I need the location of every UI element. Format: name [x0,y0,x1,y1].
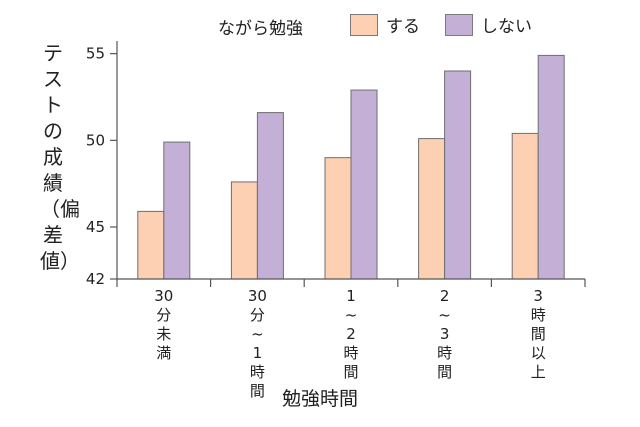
legend-label-shinai: しない [481,17,532,37]
x-tick-label: 30 分~ 1 時間 [248,287,267,400]
y-tick-label: 50 [86,131,105,149]
x-tick-label: 2 ~3 時間 [437,287,452,381]
y-tick-labels: 42 45 50 55 [86,45,105,288]
bar-suru-2 [324,157,352,280]
legend-label-suru: する [386,17,420,37]
bar-suru-4 [511,132,539,280]
x-axis-label: 勉強時間 [281,388,358,410]
x-tick-label: 30 分未満 [154,287,173,362]
x-tick-labels: 30 分未満 30 分~ 1 時間 1 ~2 時間 2 ~3 時間 3 時間以上 [154,287,545,400]
y-tick-label: 42 [86,270,105,288]
axes-group [110,41,586,287]
bars-group [137,54,565,280]
legend-item-shinai: しない [445,12,532,37]
y-axis-label: テストの成績（偏差値） [40,41,80,273]
bar-suru-0 [137,210,165,280]
bar-shinai-0 [163,141,191,280]
bar-shinai-4 [537,54,565,280]
bar-suru-1 [230,181,258,280]
legend-title: ながら勉強 [218,19,303,39]
legend-swatch-shinai [445,13,473,36]
y-tick-label: 45 [86,218,105,236]
bar-suru-3 [418,138,446,280]
bar-shinai-1 [256,112,284,280]
bar-shinai-3 [444,70,472,280]
y-tick-label: 55 [86,45,105,63]
x-tick-label: 1 ~2 時間 [343,287,358,381]
bar-shinai-2 [350,89,378,280]
x-tick-label: 3 時間以上 [531,287,546,381]
legend-item-suru: する [350,12,420,37]
legend-swatch-suru [350,13,378,36]
